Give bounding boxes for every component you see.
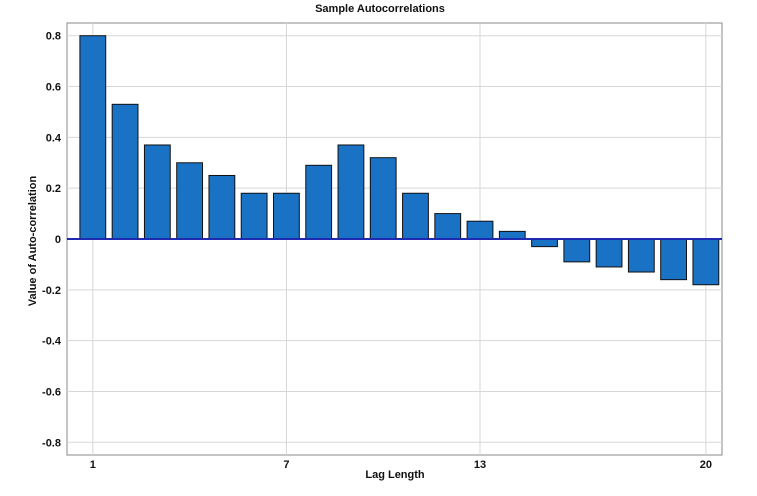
x-axis-title: Lag Length (365, 469, 425, 481)
bar-lag-15 (531, 238, 558, 248)
bar-lag-5 (208, 174, 236, 240)
bar-lag-8 (305, 164, 333, 240)
bar-lag-3 (143, 144, 171, 240)
y-tick-label: 0.6 (46, 82, 61, 94)
bar-lag-14 (498, 230, 526, 240)
x-tick-label: 7 (283, 459, 289, 471)
y-tick-label: 0 (55, 234, 61, 246)
bar-lag-13 (466, 220, 494, 240)
x-tick-label: 13 (474, 459, 486, 471)
y-tick-label: -0.4 (42, 336, 62, 348)
y-tick-label: 0.4 (46, 132, 62, 144)
bar-lag-19 (660, 238, 688, 281)
bar-lag-6 (240, 192, 268, 240)
x-tick-label: 1 (90, 459, 96, 471)
bar-lag-7 (273, 192, 300, 240)
bar-lag-18 (627, 238, 655, 273)
bar-lag-20 (692, 238, 720, 286)
y-tick-label: 0.8 (46, 31, 61, 43)
bar-lag-9 (337, 144, 365, 240)
axis-layer: 0.8 0.6 0.4 0.2 0 -0.2 -0.4 -0.6 -0.8 1 7 13 20 (42, 31, 712, 471)
y-tick-label: -0.2 (42, 285, 61, 297)
y-tick-label: 0.2 (46, 183, 61, 195)
bar-lag-2 (111, 103, 139, 240)
bar-lag-11 (402, 192, 429, 240)
y-tick-label: -0.8 (42, 437, 61, 449)
bar-lag-1 (79, 35, 107, 240)
bar-lag-10 (369, 157, 397, 240)
chart-title: Sample Autocorrelations (315, 3, 445, 15)
bar-lag-17 (595, 238, 623, 268)
bar-lag-16 (563, 238, 591, 263)
y-tick-label: -0.6 (42, 386, 61, 398)
bar-lag-4 (176, 162, 204, 240)
x-tick-label: 20 (700, 459, 712, 471)
bar-layer (67, 35, 722, 286)
y-axis-title: Value of Auto-correlation (27, 176, 39, 307)
bar-lag-12 (434, 213, 462, 240)
